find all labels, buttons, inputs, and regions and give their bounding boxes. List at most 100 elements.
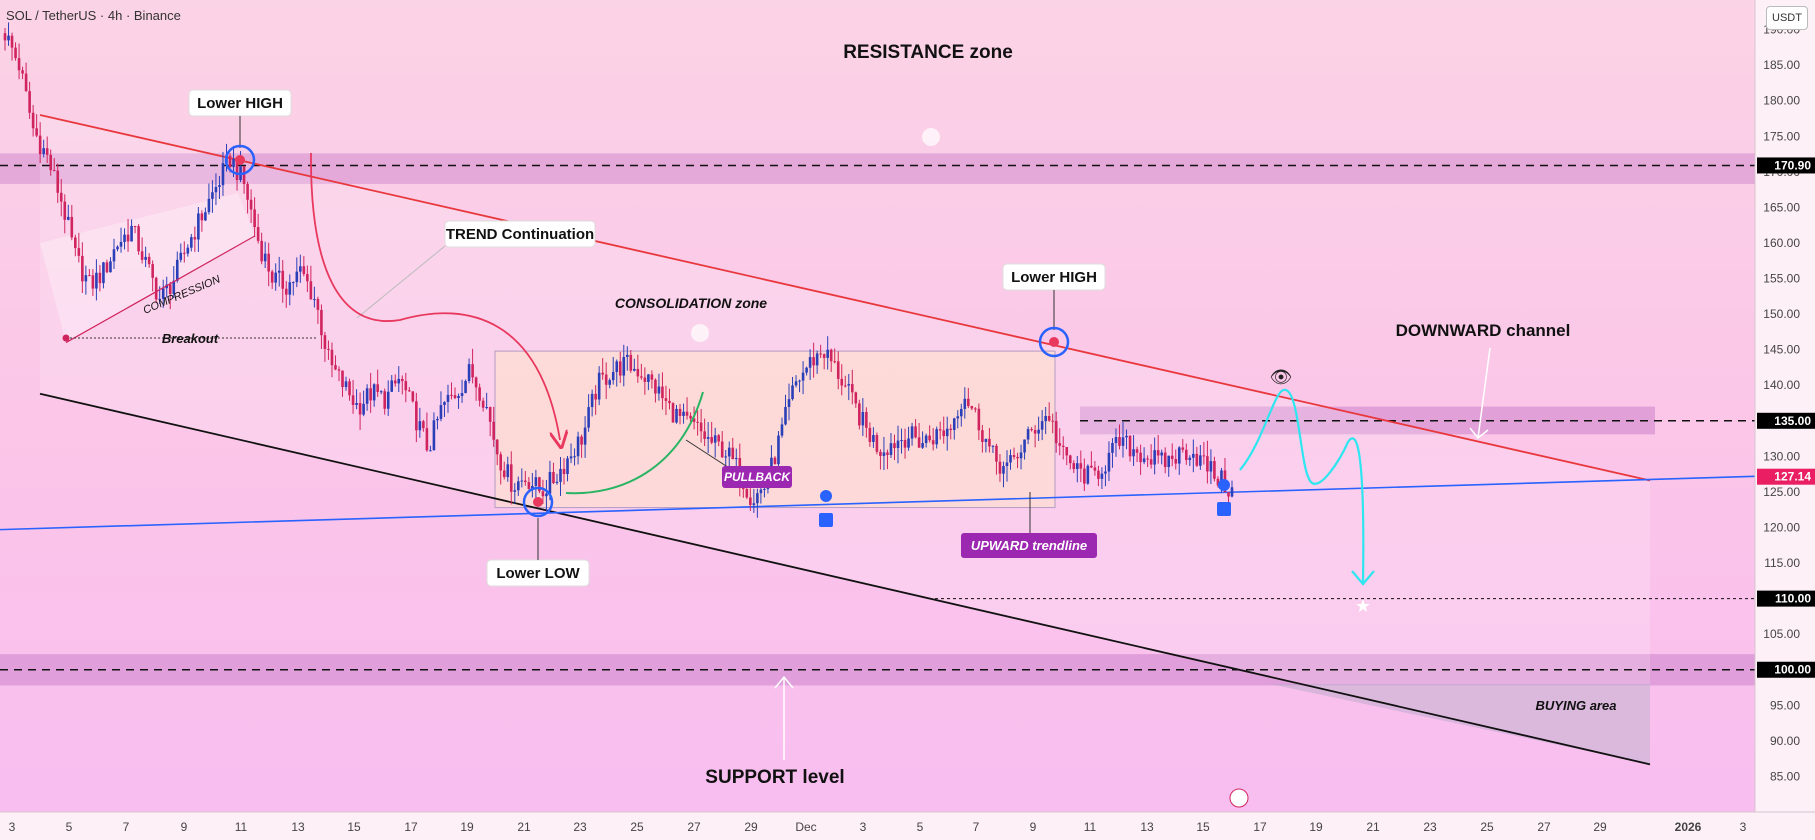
candle-body — [917, 437, 921, 448]
candle-body — [959, 408, 963, 417]
candle-body — [309, 281, 313, 300]
candle-body — [1072, 463, 1076, 470]
candle-body — [1199, 455, 1202, 466]
candle-body — [200, 213, 204, 221]
support-level-label: SUPPORT level — [705, 767, 844, 788]
candle-body — [291, 282, 295, 284]
candle-body — [900, 440, 903, 442]
candle-body — [608, 380, 612, 385]
time-tick: 5 — [917, 820, 924, 834]
price-tick: 145.00 — [1763, 343, 1800, 357]
candle-body — [538, 477, 541, 492]
candle-body — [1174, 459, 1178, 464]
candle-body — [678, 408, 682, 416]
candle-body — [1132, 449, 1135, 457]
candle-body — [1051, 420, 1054, 422]
candle-body — [815, 353, 819, 366]
candle-body — [246, 183, 249, 200]
price-level-tag — [1757, 661, 1815, 678]
candle-body — [1019, 452, 1023, 459]
candle-body — [791, 385, 794, 400]
candle-body — [443, 401, 446, 406]
trendline-touch-dot — [1218, 479, 1230, 491]
candle-body — [179, 252, 183, 260]
candle-body — [281, 270, 285, 289]
down-signal-icon — [691, 324, 709, 342]
candle-body — [998, 461, 1002, 474]
breakout-label: Breakout — [162, 331, 219, 346]
candle-body — [302, 266, 306, 275]
candle-body — [812, 357, 815, 366]
candle-body — [566, 458, 569, 475]
long-signal-icon — [1217, 502, 1231, 516]
candle-body — [474, 377, 478, 388]
candle-body — [14, 47, 17, 59]
candle-body — [362, 403, 365, 415]
candle-body — [847, 384, 851, 386]
candle-body — [235, 158, 239, 181]
candle-body — [1192, 453, 1195, 458]
candle-body — [460, 393, 464, 396]
candle-body — [256, 227, 260, 241]
channel-lower-line — [39, 392, 1651, 766]
candle-body — [330, 349, 334, 366]
lower-high-label-2: Lower HIGH — [1011, 269, 1097, 286]
candle-body — [668, 400, 671, 404]
current-price-tag — [1757, 468, 1815, 485]
candle-body — [369, 388, 372, 401]
candle-body — [190, 237, 193, 248]
candle-body — [717, 435, 720, 442]
candle-body — [488, 407, 492, 422]
lower-low-label: Lower LOW — [496, 565, 580, 582]
down-signal-icon — [922, 128, 940, 146]
candle-body — [604, 374, 608, 385]
buying-area-label: BUYING area — [1536, 698, 1617, 713]
candle-body — [724, 456, 728, 458]
price-level-text: 135.00 — [1774, 414, 1811, 428]
candle-body — [158, 298, 161, 300]
candle-body — [253, 209, 256, 228]
candle-body — [601, 372, 604, 375]
compression-line — [65, 235, 256, 344]
price-tick: 175.00 — [1763, 129, 1800, 143]
candle-body — [865, 412, 868, 428]
candle-body — [393, 380, 397, 384]
candle-body — [798, 380, 801, 382]
candle-body — [893, 443, 896, 449]
candle-body — [492, 421, 495, 440]
candle-body — [1030, 429, 1033, 431]
time-tick: 21 — [517, 820, 531, 834]
candle-body — [1009, 455, 1012, 463]
candle-body — [562, 468, 566, 475]
currency-button[interactable]: USDT — [1766, 6, 1808, 30]
time-tick: 17 — [404, 820, 418, 834]
downward-arrow-head — [1469, 427, 1489, 440]
candle-body — [288, 282, 292, 295]
candle-body — [875, 435, 879, 452]
candle-body — [956, 416, 960, 419]
lower-high-marker-1 — [224, 144, 256, 176]
downward-arrow — [1477, 347, 1491, 439]
candle-body — [780, 424, 784, 436]
candle-body — [126, 234, 130, 242]
current-price-text: 127.14 — [1774, 470, 1811, 484]
price-level-tag — [1757, 590, 1815, 607]
upward-label-box — [961, 533, 1097, 558]
lower-high-label-1: Lower HIGH — [197, 95, 283, 112]
candle-body — [1156, 450, 1160, 456]
candle-body — [1047, 415, 1051, 421]
time-tick: 19 — [460, 820, 474, 834]
candle-body — [467, 364, 471, 381]
time-tick: 13 — [291, 820, 305, 834]
candle-body — [935, 429, 938, 445]
candle-body — [109, 261, 112, 273]
candle-body — [970, 406, 974, 409]
candle-body — [52, 170, 56, 172]
candle-body — [49, 154, 53, 171]
candle-body — [313, 299, 316, 301]
price-tick: 120.00 — [1763, 520, 1800, 534]
candle-body — [1097, 470, 1100, 479]
candle-body — [478, 387, 481, 401]
candle-body — [640, 376, 643, 378]
